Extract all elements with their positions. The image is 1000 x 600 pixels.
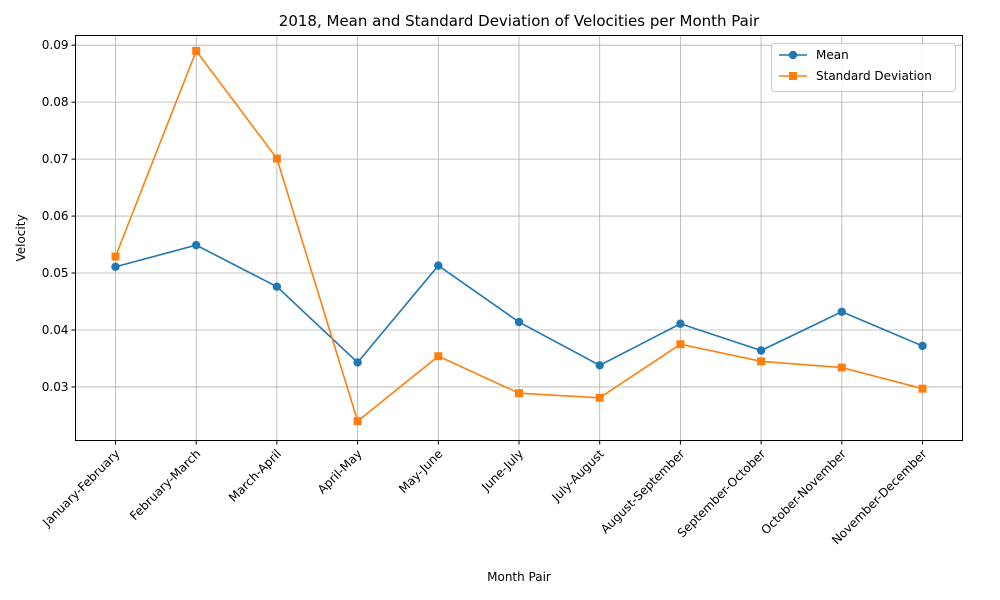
x-axis-label: Month Pair (487, 570, 551, 584)
series-mean (111, 240, 927, 370)
x-tick-label: October-November (758, 447, 849, 538)
y-tick-label: 0.09 (42, 38, 69, 52)
plot-series (111, 46, 927, 426)
x-tick-label: August-September (598, 447, 688, 537)
plot-frame (75, 35, 963, 441)
data-point-standard-deviation (111, 252, 120, 261)
y-tick-label: 0.08 (42, 95, 69, 109)
data-point-standard-deviation (353, 417, 362, 426)
data-point-standard-deviation (837, 363, 846, 372)
x-tick-label: March-April (226, 447, 284, 505)
x-tick-label: June-July (478, 447, 526, 495)
data-point-standard-deviation (757, 357, 766, 366)
y-tick-label: 0.05 (42, 266, 69, 280)
grid (75, 35, 963, 441)
data-point-standard-deviation (272, 154, 281, 163)
data-point-mean (595, 361, 604, 370)
legend-box (771, 43, 956, 92)
legend-marker-mean (788, 50, 798, 60)
data-point-mean (514, 317, 524, 327)
x-tick-label: April-May (315, 447, 365, 497)
data-point-standard-deviation (918, 384, 927, 393)
legend-label-standard-deviation: Standard Deviation (816, 69, 932, 83)
legend-marker-standard-deviation (789, 72, 797, 80)
x-axis: January-February February-March March-Apri… (39, 440, 930, 548)
y-tick-label: 0.07 (42, 152, 69, 166)
data-point-mean (434, 261, 443, 270)
x-tick-label: February-March (127, 447, 203, 523)
legend-label-mean: Mean (816, 48, 849, 62)
y-axis: 0.03 0.04 0.05 0.06 0.07 0.08 0.09 (42, 38, 76, 394)
data-point-standard-deviation (676, 340, 685, 349)
data-point-mean (192, 240, 201, 250)
chart-title: 2018, Mean and Standard Deviation of Vel… (279, 12, 760, 30)
legend: Mean Standard Deviation (771, 43, 956, 92)
data-point-standard-deviation (595, 393, 604, 402)
data-point-standard-deviation (434, 352, 443, 361)
data-point-mean (353, 358, 362, 367)
data-point-mean (837, 307, 846, 316)
y-axis-label: Velocity (14, 214, 28, 261)
data-point-mean (756, 346, 766, 355)
x-tick-label: January-February (39, 447, 122, 530)
data-point-standard-deviation (515, 389, 523, 398)
y-tick-label: 0.06 (42, 209, 69, 223)
x-tick-label: September-October (675, 447, 769, 541)
data-point-mean (111, 262, 120, 271)
y-tick-label: 0.04 (42, 323, 69, 337)
x-tick-label: May-June (396, 447, 445, 496)
x-tick-label: July-August (549, 447, 607, 505)
data-point-standard-deviation (192, 46, 201, 55)
data-point-mean (918, 341, 927, 351)
series-standard-deviation (111, 46, 927, 426)
x-tick-label: November-December (829, 447, 930, 548)
y-tick-label: 0.03 (42, 380, 69, 394)
data-point-mean (272, 282, 282, 291)
data-point-mean (676, 319, 685, 328)
